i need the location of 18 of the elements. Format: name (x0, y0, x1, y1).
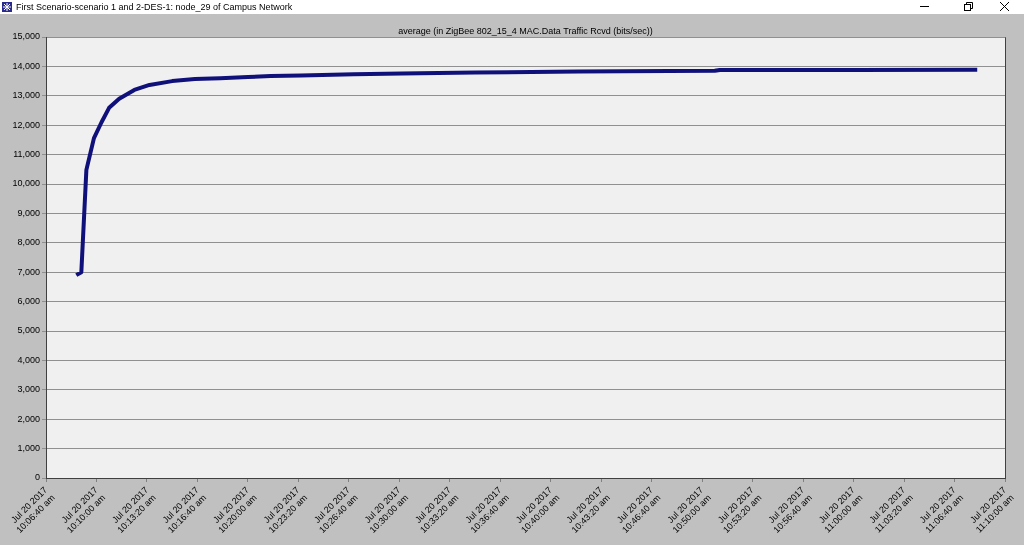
y-tick-label: 10,000 (12, 178, 40, 189)
y-tick-label: 8,000 (17, 237, 40, 248)
y-tick-label: 7,000 (17, 266, 40, 277)
y-tick-label: 9,000 (17, 207, 40, 218)
y-tick-label: 13,000 (12, 90, 40, 101)
y-tick-label: 15,000 (12, 31, 40, 42)
y-tick-label: 0 (34, 472, 40, 483)
chart-title: average (in ZigBee 802_15_4 MAC.Data Traffic Rcvd (bits/sec)) (398, 25, 653, 36)
y-tick-label: 1,000 (17, 443, 40, 454)
y-tick-label: 12,000 (12, 119, 40, 130)
y-tick-label: 6,000 (17, 296, 40, 307)
y-tick-label: 2,000 (17, 413, 40, 424)
y-tick-label: 4,000 (17, 354, 40, 365)
y-tick-label: 3,000 (17, 384, 40, 395)
text: First Scenario-scenario 1 and 2-DES-1: node_29 of Campus Network (16, 1, 293, 14)
y-tick-label: 5,000 (17, 325, 40, 336)
y-tick-label: 11,000 (13, 149, 40, 160)
y-tick-label: 14,000 (12, 60, 40, 71)
